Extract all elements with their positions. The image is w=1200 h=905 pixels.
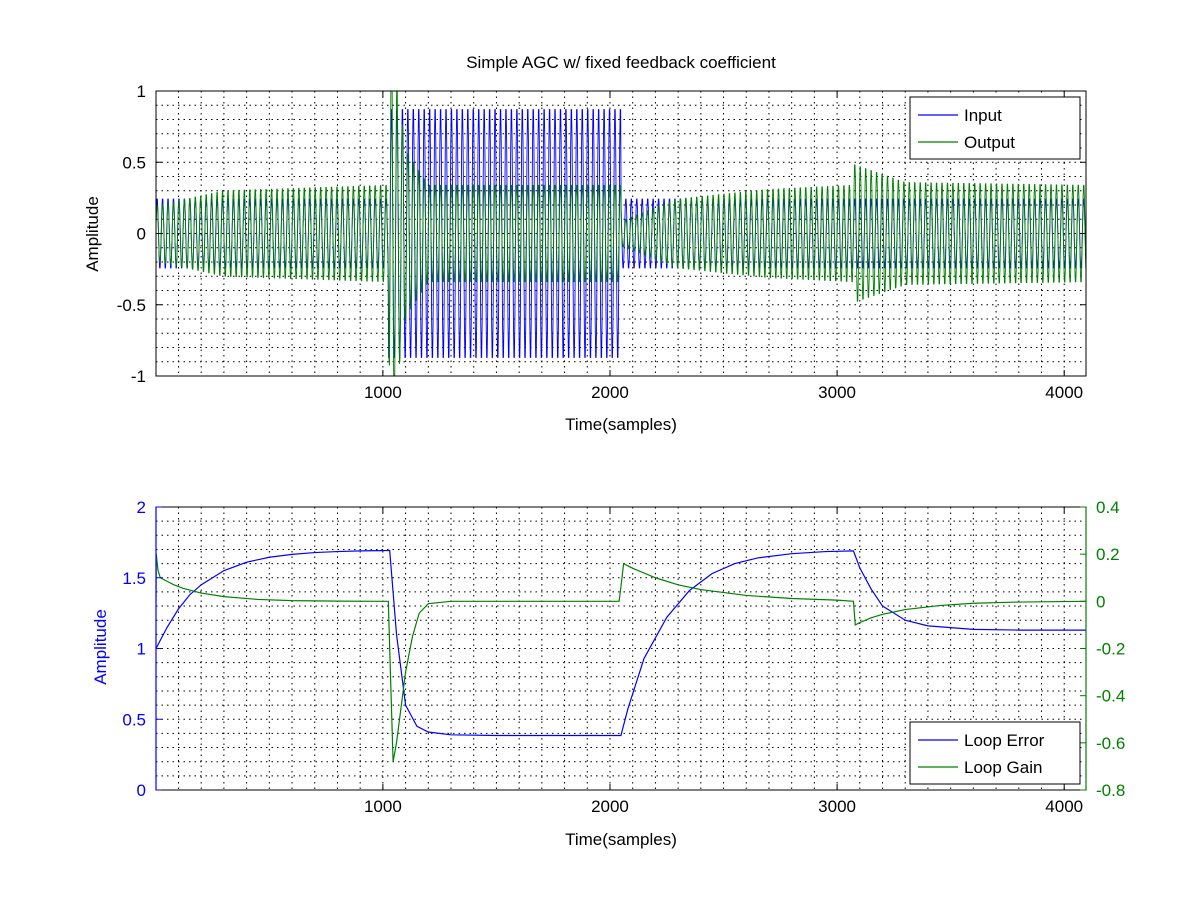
y-tick-label: 1 (137, 640, 146, 659)
y2-tick-label: 0 (1096, 592, 1105, 611)
y-tick-label: -0.5 (117, 296, 146, 315)
legend-label: Loop Error (964, 731, 1045, 750)
y2-tick-label: 0.4 (1096, 498, 1120, 517)
y-tick-label: 0 (137, 225, 146, 244)
x-tick-label: 3000 (818, 383, 856, 402)
grid (156, 507, 1086, 790)
grid (156, 91, 1086, 376)
series-group (156, 91, 1086, 376)
y2-tick-label: 0.2 (1096, 545, 1120, 564)
y2-tick-label: -0.8 (1096, 781, 1125, 800)
y-tick-label: -1 (131, 367, 146, 386)
y-tick-label: 1.5 (122, 569, 146, 588)
x-tick-label: 4000 (1045, 797, 1083, 816)
x-tick-label: 1000 (364, 797, 402, 816)
y-axis-label: Amplitude (91, 609, 110, 685)
series-line-loop-gain (156, 554, 1086, 762)
legend-box (909, 96, 1081, 160)
x-axis-label: Time(samples) (565, 415, 677, 434)
chart-bottom: Time(samples) Amplitude 1000 2000 3000 4000… (91, 498, 1125, 849)
y2-tick-label: -0.4 (1096, 687, 1125, 706)
series-line-loop-error (156, 549, 1086, 737)
x-tick-label: 2000 (591, 383, 629, 402)
y2-tick-label: -0.6 (1096, 734, 1125, 753)
legend: Input Output (909, 96, 1081, 160)
y-tick-label: 1 (137, 82, 146, 101)
y2-tick-label: -0.2 (1096, 640, 1125, 659)
x-tick-label: 3000 (818, 797, 856, 816)
y-tick-label: 0.5 (122, 710, 146, 729)
series-group (156, 549, 1086, 762)
x-tick-label: 1000 (364, 383, 402, 402)
x-tick-label: 4000 (1045, 383, 1083, 402)
legend-label: Input (964, 106, 1002, 125)
chart-top: Simple AGC w/ fixed feedback coefficient… (83, 53, 1087, 434)
x-axis-label: Time(samples) (565, 830, 677, 849)
legend-label: Output (964, 133, 1015, 152)
y-tick-label: 0.5 (122, 153, 146, 172)
legend: Loop Error Loop Gain (909, 721, 1081, 785)
y-tick-label: 0 (137, 781, 146, 800)
chart-title: Simple AGC w/ fixed feedback coefficient (466, 53, 776, 72)
legend-box (909, 721, 1081, 785)
y-tick-label: 2 (137, 498, 146, 517)
series-line-output (156, 91, 1086, 376)
legend-label: Loop Gain (964, 758, 1042, 777)
x-tick-label: 2000 (591, 797, 629, 816)
y-axis-label: Amplitude (83, 196, 102, 272)
